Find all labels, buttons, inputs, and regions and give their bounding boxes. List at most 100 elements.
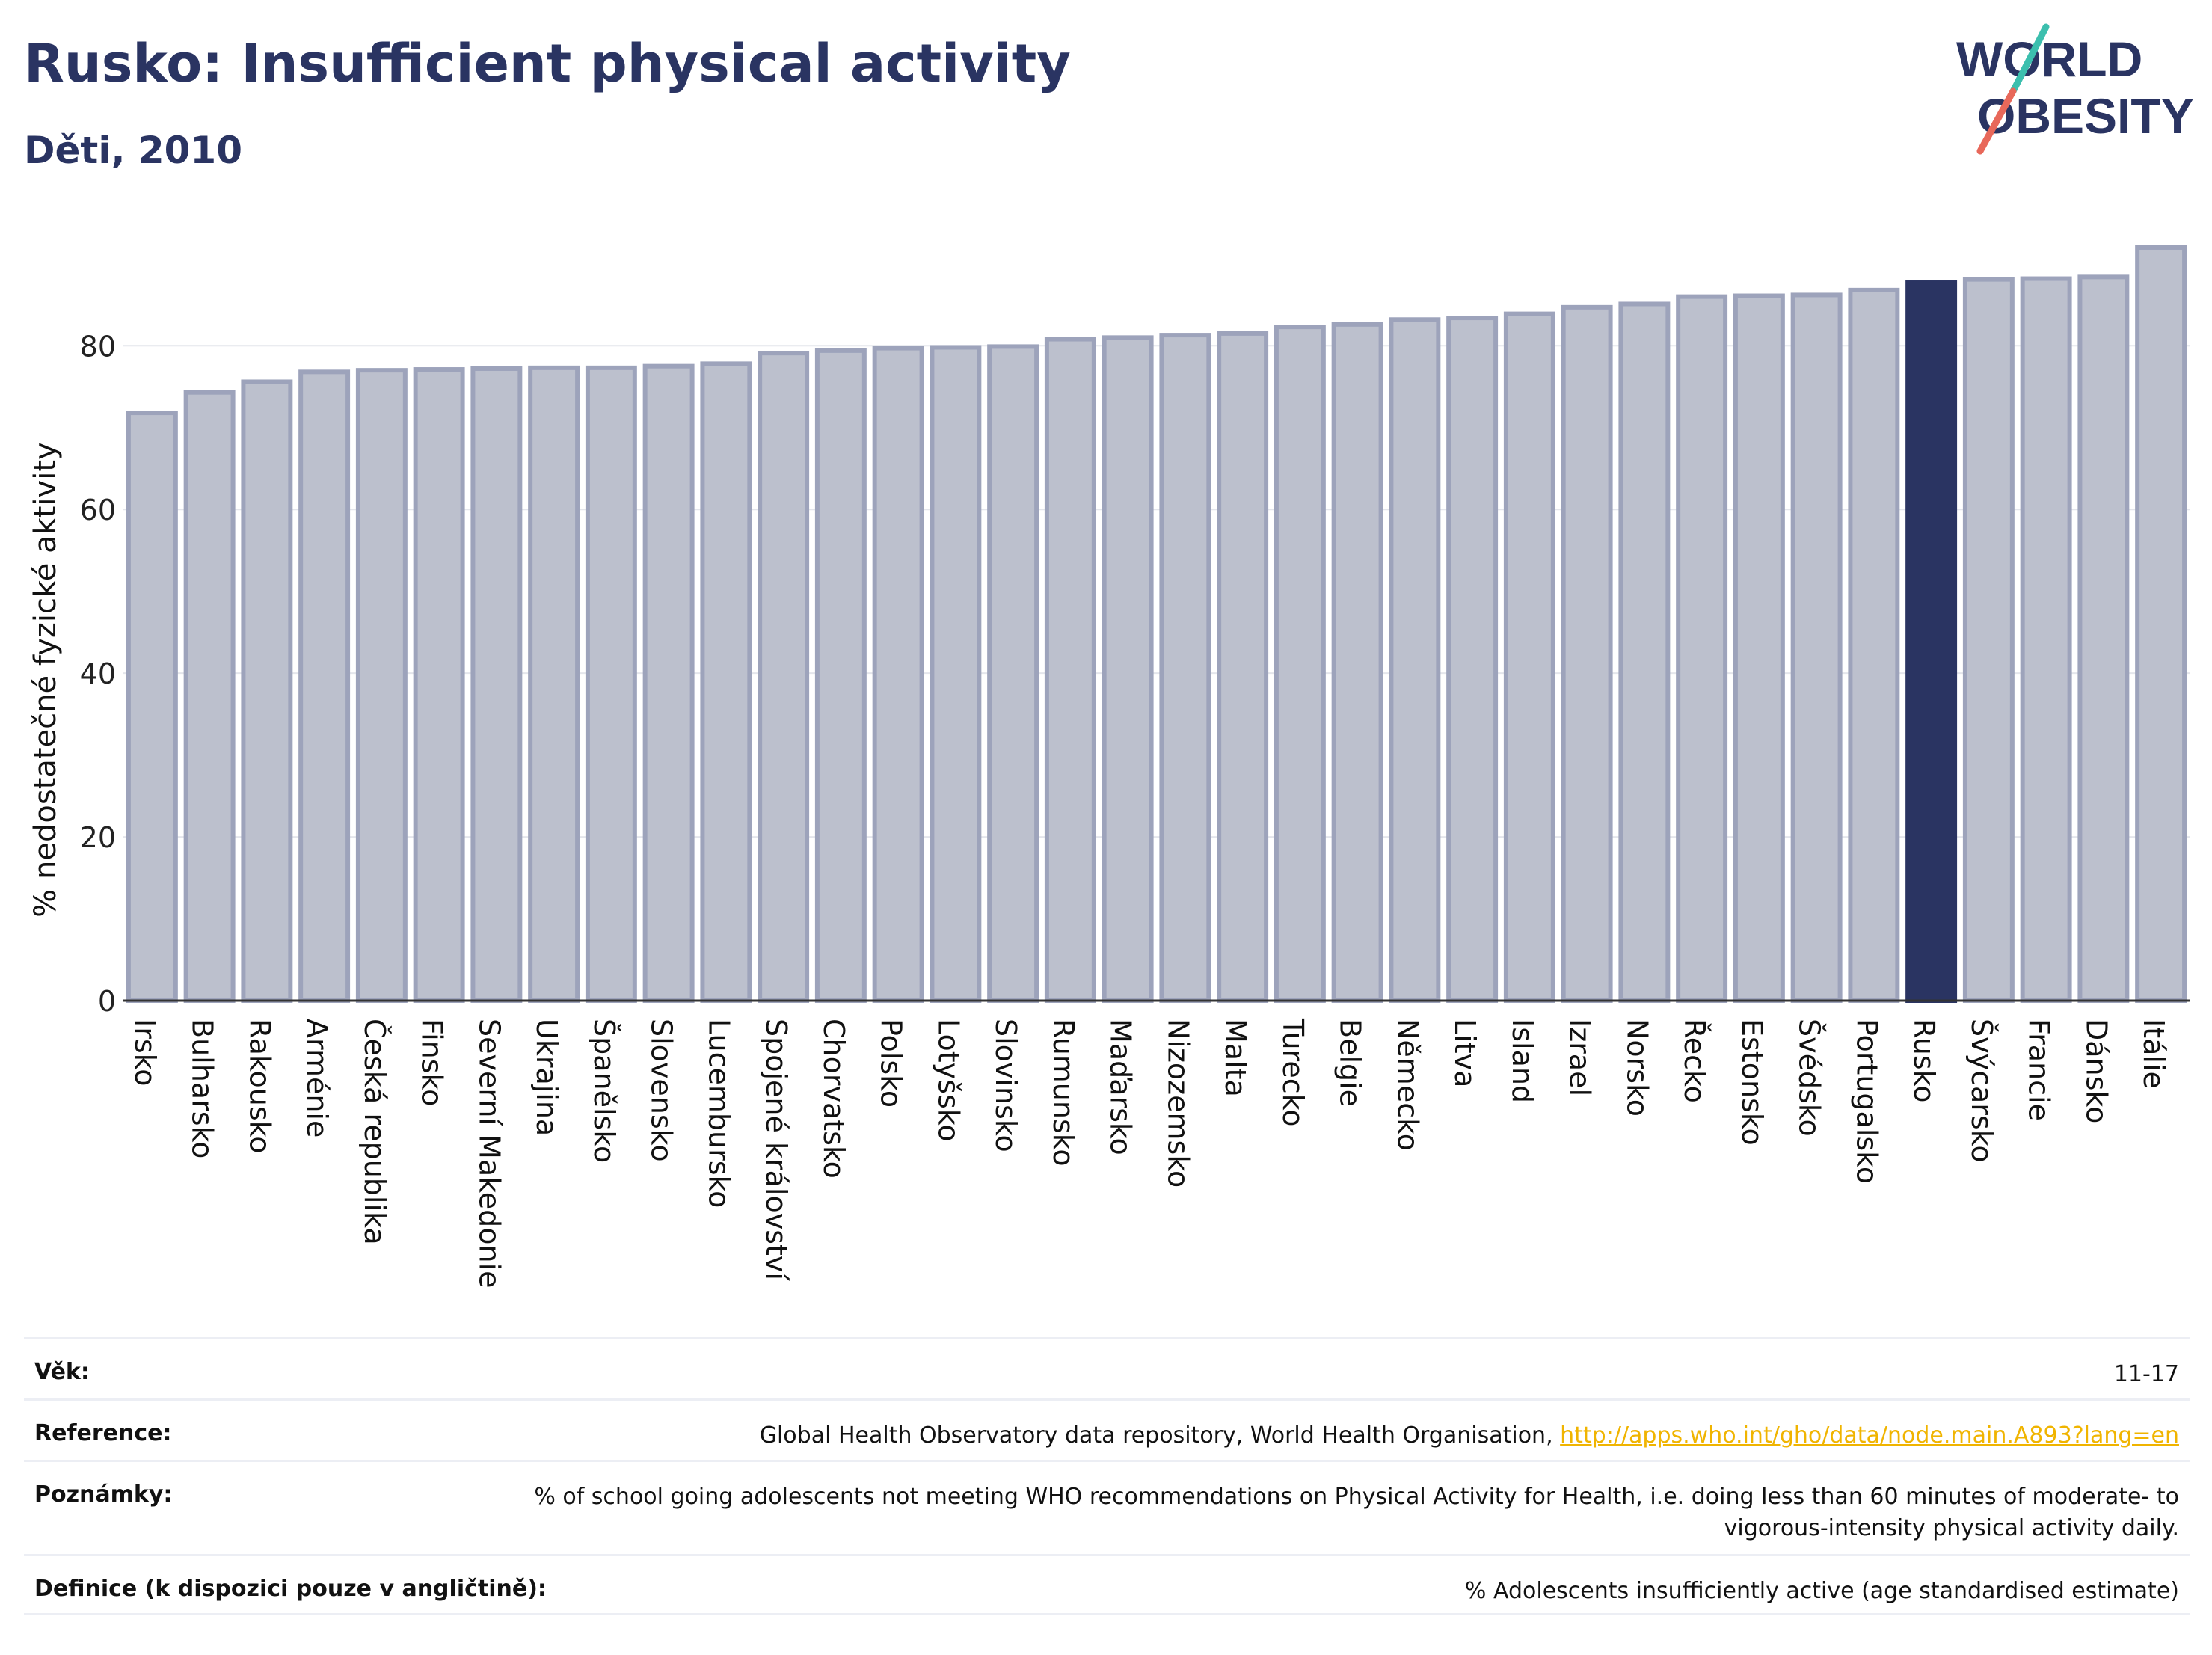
x-tick-label: Francie bbox=[2023, 1019, 2056, 1121]
bar-Portugalsko bbox=[1848, 287, 1900, 1004]
y-tick-label: 80 bbox=[80, 330, 116, 363]
info-value-age: 11-17 bbox=[2113, 1361, 2179, 1387]
bar-Francie bbox=[2020, 276, 2072, 1003]
info-value-definition: % Adolescents insufficiently active (age… bbox=[1464, 1578, 2179, 1604]
bar-Norsko bbox=[1618, 301, 1671, 1003]
x-tick-label: Německo bbox=[1391, 1019, 1424, 1151]
bar-Nizozemsko bbox=[1159, 333, 1211, 1003]
bar-chart: 0 20 40 60 80 % nedostatečné fyzické aktivity… bbox=[28, 245, 2190, 1289]
bar-Rusko bbox=[1905, 280, 1958, 1003]
info-value-reference: Global Health Observatory data repositor… bbox=[760, 1420, 2179, 1452]
bar-Lucembursko bbox=[700, 361, 752, 1003]
bar-Arménie bbox=[298, 369, 351, 1003]
bar-Švédsko bbox=[1790, 292, 1843, 1004]
info-value-notes: % of school going adolescents not meetin… bbox=[534, 1484, 2179, 1541]
x-tick-label: Maďarsko bbox=[1105, 1019, 1137, 1155]
bar-Polsko bbox=[872, 346, 924, 1003]
info-label-definition: Definice (k dispozici pouze v angličtině… bbox=[34, 1576, 547, 1602]
x-tick-label: Bulharsko bbox=[186, 1019, 219, 1158]
bar-Španělsko bbox=[585, 365, 637, 1004]
x-tick-label: Spojené království bbox=[760, 1019, 793, 1281]
x-tick-label: Ukrajina bbox=[530, 1019, 563, 1136]
y-tick-label: 0 bbox=[98, 985, 116, 1018]
bar-Izrael bbox=[1561, 304, 1613, 1003]
x-tick-label: Lucembursko bbox=[702, 1019, 735, 1208]
info-row-reference: Reference: Global Health Observatory dat… bbox=[24, 1398, 2190, 1460]
x-tick-label: Itálie bbox=[2137, 1019, 2170, 1089]
x-tick-labels: Irsko Bulharsko Rakousko Arménie Česká repub… bbox=[129, 1018, 2170, 1289]
bar-Dánsko bbox=[2077, 274, 2130, 1004]
reference-link[interactable]: http://apps.who.int/gho/data/node.main.A… bbox=[1560, 1422, 2179, 1449]
y-tick-label: 20 bbox=[80, 821, 116, 854]
x-tick-label: Estonsko bbox=[1736, 1019, 1769, 1146]
logo-line1: WORLD bbox=[1956, 31, 2142, 87]
info-label-age: Věk: bbox=[34, 1359, 90, 1385]
grid-lines bbox=[123, 345, 2190, 838]
x-tick-label: Řecko bbox=[1678, 1019, 1711, 1103]
x-tick-label: Rumunsko bbox=[1047, 1019, 1080, 1167]
bar-Ukrajina bbox=[528, 365, 580, 1004]
bar-Turecko bbox=[1274, 325, 1326, 1003]
logo-slash-bottom bbox=[1976, 87, 2017, 155]
x-tick-label: Severní Makedonie bbox=[473, 1019, 506, 1289]
x-tick-label: Česká republika bbox=[358, 1019, 391, 1245]
reference-text: Global Health Observatory data repositor… bbox=[759, 1422, 1561, 1449]
bar-Litva bbox=[1446, 316, 1499, 1003]
info-label-reference: Reference: bbox=[34, 1420, 172, 1446]
info-row-notes: Poznámky: % of school going adolescents … bbox=[24, 1460, 2190, 1554]
x-tick-label: Norsko bbox=[1620, 1019, 1653, 1117]
bar-Česká republika bbox=[355, 368, 408, 1003]
x-tick-label: Švýcarsko bbox=[1965, 1019, 1998, 1163]
x-tick-label: Chorvatsko bbox=[817, 1019, 850, 1179]
info-row-definition: Definice (k dispozici pouze v angličtině… bbox=[24, 1554, 2190, 1615]
y-tick-label: 60 bbox=[80, 494, 116, 526]
page-subtitle: Děti, 2010 bbox=[24, 129, 243, 172]
x-tick-label: Litva bbox=[1448, 1019, 1481, 1087]
x-tick-label: Turecko bbox=[1276, 1018, 1309, 1127]
bar-Bulharsko bbox=[183, 390, 236, 1003]
x-tick-label: Finsko bbox=[416, 1019, 449, 1106]
bar-Maďarsko bbox=[1102, 335, 1154, 1003]
bar-Island bbox=[1503, 311, 1555, 1003]
bar-Švýcarsko bbox=[1962, 277, 2015, 1004]
info-table: Věk: 11-17 Reference: Global Health Obse… bbox=[24, 1337, 2190, 1615]
logo-slash-top bbox=[2009, 23, 2050, 95]
bar-Chorvatsko bbox=[814, 348, 867, 1003]
x-tick-label: Polsko bbox=[875, 1019, 908, 1108]
bar-Belgie bbox=[1331, 322, 1383, 1003]
y-axis-label: % nedostatečné fyzické aktivity bbox=[28, 442, 63, 917]
x-tick-label: Malta bbox=[1219, 1019, 1252, 1097]
bar-Rakousko bbox=[241, 379, 293, 1003]
info-row-age: Věk: 11-17 bbox=[24, 1337, 2190, 1398]
bar-Malta bbox=[1217, 331, 1269, 1003]
y-tick-label: 40 bbox=[80, 657, 116, 690]
bar-Slovinsko bbox=[987, 344, 1039, 1003]
x-tick-label: Arménie bbox=[301, 1019, 334, 1137]
axes: 0 20 40 60 80 % nedostatečné fyzické aktivity bbox=[28, 330, 2190, 1018]
x-tick-label: Portugalsko bbox=[1850, 1019, 1883, 1184]
bar-Lotyšsko bbox=[930, 345, 982, 1004]
x-tick-label: Island bbox=[1506, 1019, 1539, 1103]
x-tick-label: Dánsko bbox=[2080, 1019, 2113, 1123]
bar-Německo bbox=[1389, 317, 1441, 1003]
bar-Rumunsko bbox=[1044, 337, 1096, 1004]
bar-Finsko bbox=[413, 367, 465, 1003]
x-tick-label: Irsko bbox=[129, 1019, 162, 1087]
bar-Slovensko bbox=[642, 363, 695, 1003]
x-tick-label: Slovensko bbox=[645, 1019, 678, 1162]
info-label-notes: Poznámky: bbox=[34, 1481, 173, 1508]
bar-Severní Makedonie bbox=[470, 366, 523, 1003]
x-tick-label: Slovinsko bbox=[989, 1019, 1022, 1152]
x-tick-label: Nizozemsko bbox=[1161, 1019, 1194, 1188]
bar-Irsko bbox=[126, 411, 178, 1003]
x-tick-label: Švédsko bbox=[1793, 1019, 1826, 1137]
bar-Řecko bbox=[1676, 294, 1728, 1003]
x-tick-label: Izrael bbox=[1564, 1019, 1597, 1096]
x-tick-label: Rakousko bbox=[243, 1019, 276, 1154]
page-title: Rusko: Insufficient physical activity bbox=[24, 33, 1071, 94]
x-tick-label: Lotyšsko bbox=[932, 1019, 965, 1142]
bar-Estonsko bbox=[1733, 293, 1785, 1003]
bars bbox=[126, 245, 2187, 1004]
x-tick-label: Belgie bbox=[1334, 1019, 1367, 1107]
x-tick-label: Rusko bbox=[1908, 1019, 1941, 1102]
